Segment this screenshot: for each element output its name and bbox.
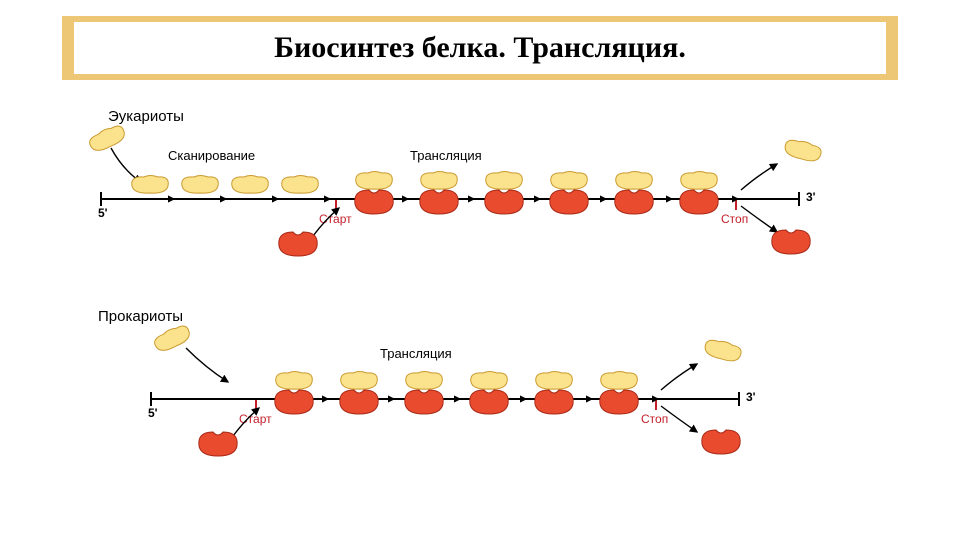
large-subunit-leave-pr — [698, 426, 744, 456]
five-prime-pr: 5' — [148, 406, 158, 420]
tick-3p-eu — [798, 192, 800, 206]
ribosome-eu — [480, 168, 528, 216]
ribosome-eu — [415, 168, 463, 216]
ribosome-eu — [610, 168, 658, 216]
small-subunit-leave-eu — [779, 133, 828, 168]
five-prime-eu: 5' — [98, 206, 108, 220]
leave-arrow-small-pr — [655, 358, 705, 398]
ribosome-pr — [530, 368, 578, 416]
ribosome-eu — [675, 168, 723, 216]
ribosome-pr — [465, 368, 513, 416]
large-subunit-join-eu — [275, 228, 321, 258]
diagram-area: Эукариоты Сканирование Трансляция 5' 3' … — [80, 108, 880, 508]
tick-5p-eu — [100, 192, 102, 206]
small-subunit-scan-eu — [128, 172, 172, 196]
leave-arrow-small-eu — [735, 158, 785, 198]
title-bar: Биосинтез белка. Трансляция. — [62, 16, 898, 80]
large-subunit-join-pr — [195, 428, 241, 458]
translation-label-pr: Трансляция — [380, 346, 452, 361]
tick-5p-pr — [150, 392, 152, 406]
small-subunit-scan-eu — [228, 172, 272, 196]
ribosome-eu — [545, 168, 593, 216]
small-subunit-scan-eu — [178, 172, 222, 196]
ribosome-pr — [400, 368, 448, 416]
ribosome-pr — [270, 368, 318, 416]
tick-3p-pr — [738, 392, 740, 406]
incoming-arrow-pr — [178, 340, 238, 390]
small-subunit-leave-pr — [699, 333, 748, 368]
ribosome-pr — [595, 368, 643, 416]
ribosome-eu — [350, 168, 398, 216]
translation-label-eu: Трансляция — [410, 148, 482, 163]
page-title: Биосинтез белка. Трансляция. — [274, 31, 686, 65]
three-prime-eu: 3' — [806, 190, 816, 204]
prokaryote-label: Прокариоты — [98, 308, 183, 325]
scanning-label: Сканирование — [168, 148, 255, 163]
ribosome-pr — [335, 368, 383, 416]
three-prime-pr: 3' — [746, 390, 756, 404]
small-subunit-scan-eu — [278, 172, 322, 196]
large-subunit-leave-eu — [768, 226, 814, 256]
